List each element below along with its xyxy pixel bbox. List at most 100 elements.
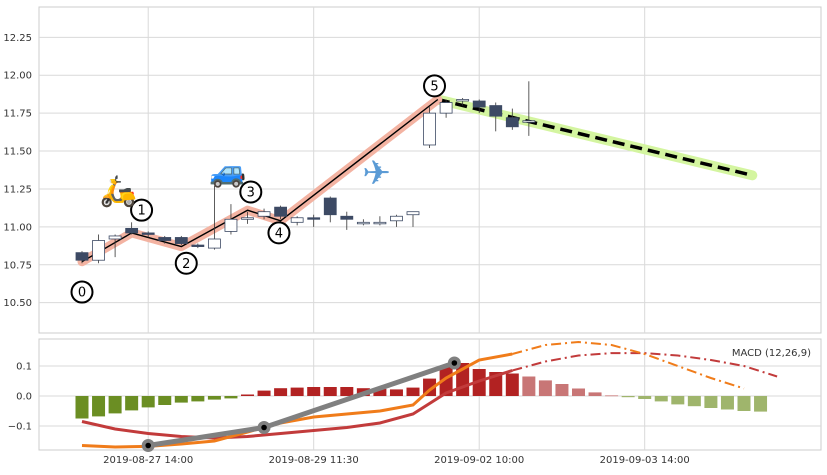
price-icons: 🛵 🚙 ✈ <box>100 153 391 209</box>
car-icon: 🚙 <box>209 154 246 189</box>
price-y-tick-label: 11.75 <box>3 109 32 120</box>
histogram-bar <box>505 373 519 396</box>
x-tick-label: 2019-08-29 11:30 <box>269 455 359 466</box>
histogram-bar <box>340 387 354 396</box>
histogram-bar <box>174 396 188 403</box>
price-y-tick-label: 11.25 <box>3 184 32 195</box>
histogram-bar <box>687 396 701 407</box>
wave-label-3: 3 <box>247 185 255 200</box>
price-y-axis: 10.50 10.75 11.00 11.25 11.50 11.75 12.00 12.25 <box>3 33 32 309</box>
x-axis: 2019-08-27 14:00 2019-08-29 11:30 2019-09-… <box>103 455 690 466</box>
x-tick-label: 2019-09-03 14:00 <box>600 455 690 466</box>
candle-body <box>158 237 172 241</box>
wave-label-2: 2 <box>182 257 190 272</box>
candle-body <box>390 215 403 222</box>
macd-y-tick-label: −0.1 <box>8 422 32 433</box>
price-y-tick-label: 12.00 <box>3 71 32 82</box>
histogram-bar <box>754 396 768 412</box>
price-y-tick-label: 12.25 <box>3 33 32 44</box>
candle-body <box>522 120 536 123</box>
histogram-bar <box>638 396 652 399</box>
histogram-bar <box>720 396 734 410</box>
histogram-bar <box>373 388 387 396</box>
histogram-bar <box>257 390 271 396</box>
macd-y-tick-label: 0.1 <box>16 362 32 373</box>
wave-label-circle <box>70 280 94 304</box>
histogram-bar <box>323 387 337 396</box>
price-y-tick-label: 11.50 <box>3 147 32 158</box>
histogram-bar <box>737 396 751 411</box>
histogram-bar <box>704 396 718 408</box>
candle-body <box>141 232 155 235</box>
airplane-icon: ✈ <box>362 153 391 193</box>
candle-body <box>207 238 221 249</box>
wave-label-circle <box>423 74 447 98</box>
histogram-bar <box>605 395 619 397</box>
histogram-bar <box>241 394 254 396</box>
histogram-bar <box>191 396 205 402</box>
candle-body <box>489 105 503 117</box>
histogram-bar <box>621 396 635 398</box>
candlesticks <box>75 81 536 264</box>
signal-line <box>81 369 513 440</box>
candle-body <box>423 112 436 146</box>
candle-body <box>406 211 420 216</box>
histogram-bar <box>108 396 122 414</box>
wave-label-circle <box>267 221 291 245</box>
candle-body <box>92 240 105 261</box>
histogram-bar <box>125 396 139 411</box>
price-grid <box>39 7 821 333</box>
candle-body <box>505 117 519 128</box>
histogram-bar <box>654 396 668 402</box>
candle-body <box>174 237 188 244</box>
macd-trendline <box>141 356 461 452</box>
price-y-tick-label: 10.75 <box>3 260 32 271</box>
candle-body <box>456 99 470 102</box>
candle-body <box>241 217 254 220</box>
histogram-bar <box>307 387 321 396</box>
histogram-bar <box>158 396 172 405</box>
histogram-bar <box>75 396 89 419</box>
wave-label-5: 5 <box>430 79 438 94</box>
histogram-bar <box>588 392 602 396</box>
candle-body <box>373 221 387 225</box>
histogram-bar <box>290 387 304 396</box>
histogram-bar <box>207 396 221 400</box>
candle-body <box>356 221 370 225</box>
candle-body <box>224 218 238 232</box>
candle-body <box>191 244 205 247</box>
scooter-icon: 🛵 <box>100 174 137 209</box>
histogram-bar <box>538 380 552 396</box>
candle-body <box>108 235 122 240</box>
wave-label-circle <box>130 198 154 222</box>
macd-legend: MACD (12,26,9) <box>732 348 811 359</box>
macd-y-tick-label: 0.0 <box>16 392 32 403</box>
x-tick-label: 2019-08-27 14:00 <box>103 455 193 466</box>
wave-labels: 0 1 2 3 4 5 <box>70 74 447 304</box>
histogram-bar <box>439 366 453 396</box>
histogram-bar <box>92 396 106 417</box>
price-y-tick-label: 11.00 <box>3 222 32 233</box>
candle-body <box>323 197 337 216</box>
macd-y-axis: −0.1 0.0 0.1 <box>8 362 32 433</box>
candle-body <box>340 215 354 220</box>
histogram-bar <box>572 388 585 396</box>
candle-body <box>472 100 486 108</box>
histogram-bar <box>555 384 569 396</box>
wave-label-0: 0 <box>78 286 86 301</box>
macd-histogram <box>75 363 768 419</box>
trend-point-center <box>261 424 267 431</box>
candle-body <box>439 102 453 114</box>
candle-body <box>274 206 288 217</box>
wave-label-circle <box>239 180 263 204</box>
wave-label-1: 1 <box>137 204 145 219</box>
candle-body <box>125 227 139 234</box>
histogram-bar <box>141 396 155 408</box>
histogram-bar <box>522 376 536 396</box>
candle-body <box>307 217 321 220</box>
candle-body <box>290 217 304 223</box>
trend-point-center <box>451 360 458 366</box>
wave-label-4: 4 <box>275 226 283 241</box>
price-y-tick-label: 10.50 <box>3 298 32 309</box>
